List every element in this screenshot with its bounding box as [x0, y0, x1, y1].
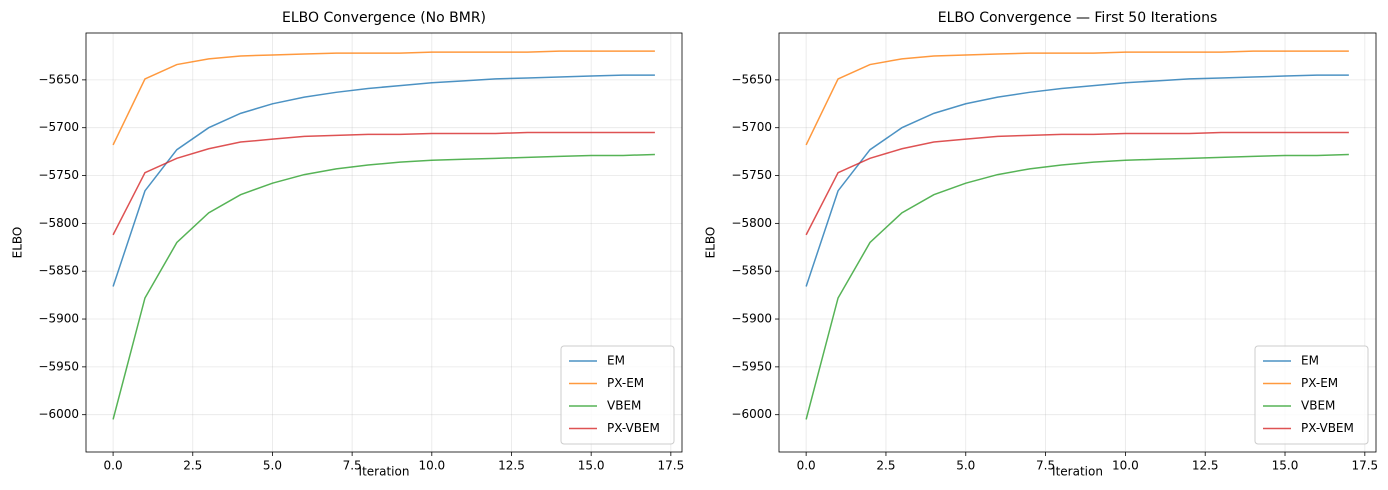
- legend-label: PX-EM: [607, 376, 644, 390]
- x-tick-label: 12.5: [498, 459, 525, 473]
- series-line: [805, 153, 1349, 420]
- series-line: [805, 131, 1349, 236]
- legend-label: VBEM: [607, 399, 641, 413]
- x-tick-label: 2.5: [183, 459, 202, 473]
- x-tick-label: 2.5: [876, 459, 895, 473]
- legend-label: EM: [607, 354, 625, 368]
- y-tick-label: −6000: [731, 407, 772, 421]
- y-tick-label: −5650: [731, 72, 772, 86]
- series-line: [112, 50, 655, 146]
- x-tick-label: 7.5: [1036, 459, 1055, 473]
- x-tick-label: 17.5: [657, 459, 684, 473]
- x-tick-label: 5.0: [263, 459, 282, 473]
- y-tick-label: −5900: [731, 312, 772, 326]
- legend: EM PX-EM VBEM PX-VBEM: [560, 345, 675, 445]
- y-axis-label: ELBO: [704, 227, 718, 259]
- legend-box: [560, 345, 675, 445]
- y-tick-label: −5800: [38, 216, 79, 230]
- legend: EM PX-EM VBEM PX-VBEM: [1254, 345, 1369, 445]
- x-tick-label: 12.5: [1192, 459, 1219, 473]
- y-tick-label: −5950: [38, 359, 79, 373]
- chart-title: ELBO Convergence (No BMR): [282, 10, 486, 26]
- y-tick-label: −5700: [38, 120, 79, 134]
- series-line: [805, 50, 1349, 146]
- y-axis-label: ELBO: [11, 227, 25, 259]
- series-line: [805, 74, 1349, 287]
- legend-label: PX-VBEM: [607, 421, 660, 435]
- legend-label: EM: [1301, 354, 1319, 368]
- x-tick-label: 10.0: [1112, 459, 1139, 473]
- x-tick-label: 0.0: [104, 459, 123, 473]
- x-tick-label: 15.0: [1272, 459, 1299, 473]
- legend-label: PX-EM: [1301, 376, 1338, 390]
- y-tick-label: −6000: [38, 407, 79, 421]
- y-tick-label: −5650: [38, 72, 79, 86]
- chart-title: ELBO Convergence — First 50 Iterations: [938, 10, 1218, 26]
- y-tick-label: −5900: [38, 312, 79, 326]
- x-tick-label: 0.0: [797, 459, 816, 473]
- x-axis-label: Iteration: [1052, 465, 1103, 479]
- y-tick-label: −5950: [731, 359, 772, 373]
- x-tick-label: 7.5: [343, 459, 362, 473]
- y-tick-label: −5800: [731, 216, 772, 230]
- y-tick-label: −5700: [731, 120, 772, 134]
- series-line: [112, 153, 655, 420]
- y-tick-label: −5750: [38, 168, 79, 182]
- series-line: [112, 74, 655, 287]
- plot-frame: [85, 32, 683, 453]
- x-tick-label: 15.0: [578, 459, 605, 473]
- x-tick-label: 5.0: [956, 459, 975, 473]
- y-tick-label: −5750: [731, 168, 772, 182]
- x-tick-label: 17.5: [1351, 459, 1378, 473]
- legend-label: VBEM: [1301, 399, 1335, 413]
- y-tick-label: −5850: [38, 264, 79, 278]
- series-line: [112, 131, 655, 236]
- chart: ELBO Convergence — First 50 Iterations It…: [704, 10, 1379, 479]
- x-axis-label: Iteration: [359, 465, 410, 479]
- chart: ELBO Convergence (No BMR) Iteration ELBO 0.…: [11, 10, 685, 479]
- plot-frame: [778, 32, 1377, 453]
- legend-box: [1254, 345, 1369, 445]
- x-tick-label: 10.0: [418, 459, 445, 473]
- y-tick-label: −5850: [731, 264, 772, 278]
- legend-label: PX-VBEM: [1301, 421, 1354, 435]
